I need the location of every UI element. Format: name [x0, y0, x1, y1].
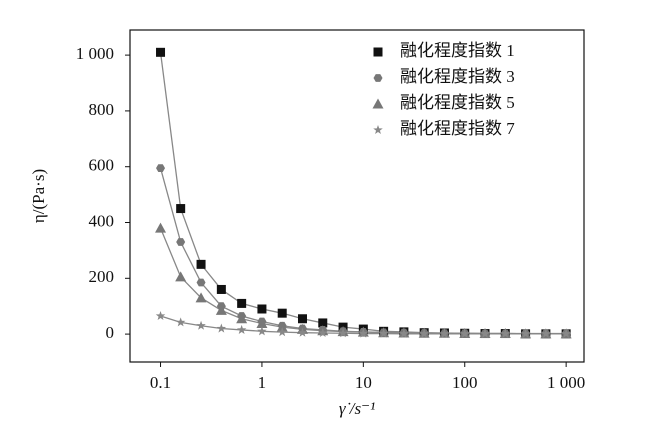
marker — [237, 298, 247, 308]
marker — [175, 271, 187, 282]
marker — [373, 125, 383, 135]
marker — [358, 328, 369, 338]
marker — [277, 327, 287, 337]
y-tick-label: 800 — [89, 100, 115, 119]
marker — [236, 313, 248, 324]
marker — [176, 204, 186, 214]
y-axis-label: η/(Pa·s) — [29, 169, 48, 223]
plot-frame — [129, 29, 585, 363]
marker — [297, 314, 307, 324]
marker — [541, 328, 551, 338]
y-tick-label: 0 — [106, 323, 115, 342]
fit-curve — [159, 227, 567, 335]
marker — [318, 318, 328, 328]
marker — [378, 328, 389, 338]
x-tick-label: 10 — [355, 373, 372, 392]
marker — [277, 308, 287, 318]
marker — [156, 47, 166, 57]
marker — [439, 328, 450, 338]
marker — [236, 324, 247, 334]
y-tick-label: 200 — [89, 267, 115, 286]
legend-label: 融化程度指数 5 — [400, 93, 515, 112]
marker — [257, 326, 267, 336]
marker — [257, 304, 267, 314]
x-tick-label: 100 — [452, 373, 478, 392]
marker — [297, 327, 308, 337]
y-tick-label: 600 — [89, 156, 115, 175]
y-tick-label: 400 — [89, 211, 115, 230]
marker — [372, 98, 384, 109]
marker — [156, 164, 166, 172]
marker — [276, 321, 288, 332]
marker — [196, 259, 206, 269]
marker — [338, 328, 348, 338]
marker — [155, 310, 166, 321]
marker — [373, 74, 383, 82]
marker — [520, 328, 531, 338]
marker — [561, 328, 571, 338]
marker — [256, 317, 268, 328]
marker — [216, 284, 226, 294]
legend-label: 融化程度指数 3 — [400, 67, 515, 86]
y-tick-label: 1 000 — [76, 44, 114, 63]
marker — [419, 328, 429, 338]
marker — [318, 327, 328, 338]
x-tick-label: 1 000 — [547, 373, 585, 392]
x-tick-label: 0.1 — [150, 373, 171, 392]
marker — [176, 238, 186, 246]
marker — [195, 292, 207, 303]
marker — [459, 328, 470, 338]
marker — [399, 328, 409, 338]
marker — [175, 317, 186, 327]
marker — [215, 304, 227, 315]
marker — [196, 320, 206, 330]
marker — [155, 222, 167, 233]
marker — [196, 278, 206, 287]
legend-label: 融化程度指数 1 — [400, 41, 515, 60]
marker — [373, 47, 383, 57]
marker — [216, 323, 227, 333]
x-tick-label: 1 — [258, 373, 267, 392]
x-axis-label: γ̇ /s⁻¹ — [339, 399, 375, 418]
marker — [480, 328, 490, 338]
legend-label: 融化程度指数 7 — [400, 119, 515, 138]
marker — [500, 328, 511, 338]
